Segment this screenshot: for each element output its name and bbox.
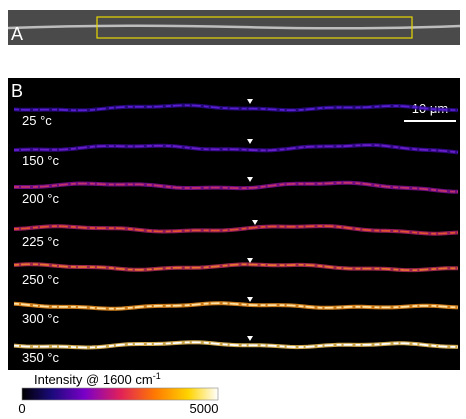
temperature-label: 250 °c [22,272,60,287]
marker-arrow [252,220,258,225]
fiber [13,263,458,271]
marker-arrow [247,177,253,182]
marker-arrow [247,139,253,144]
temperature-label: 200 °c [22,191,60,206]
panel-label: B [11,81,23,101]
temperature-label: 300 °c [22,311,60,326]
colorbar-title-superscript: -1 [153,371,161,381]
fiber [7,24,461,30]
fiber [13,104,459,112]
temperature-label: 350 °c [22,350,60,365]
temperature-label: 25 °c [22,113,52,128]
marker-arrow [247,297,253,302]
fiber [13,225,459,235]
panel-b-image [8,78,460,370]
panel-label: A [11,24,23,44]
fiber [14,181,459,193]
temperature-label: 150 °c [22,153,60,168]
marker-arrow [247,336,253,341]
colorbar [21,387,219,401]
rows: 25 °c 150 °c 200 °c 225 °c 250 °c 300 °c 350 °… [13,99,459,365]
selection-box [96,16,413,39]
marker-arrow [247,258,253,263]
colorbar-title: Intensity @ 1600 cm-1 [34,371,161,387]
colorbar-max-label: 5000 [190,401,219,416]
marker-arrow [247,99,253,104]
fiber [13,144,459,154]
temperature-label: 225 °c [22,234,60,249]
fiber [13,341,459,349]
colorbar-title-text: Intensity @ 1600 cm [34,372,153,387]
fiber [13,302,459,310]
colorbar-min-label: 0 [18,401,25,416]
